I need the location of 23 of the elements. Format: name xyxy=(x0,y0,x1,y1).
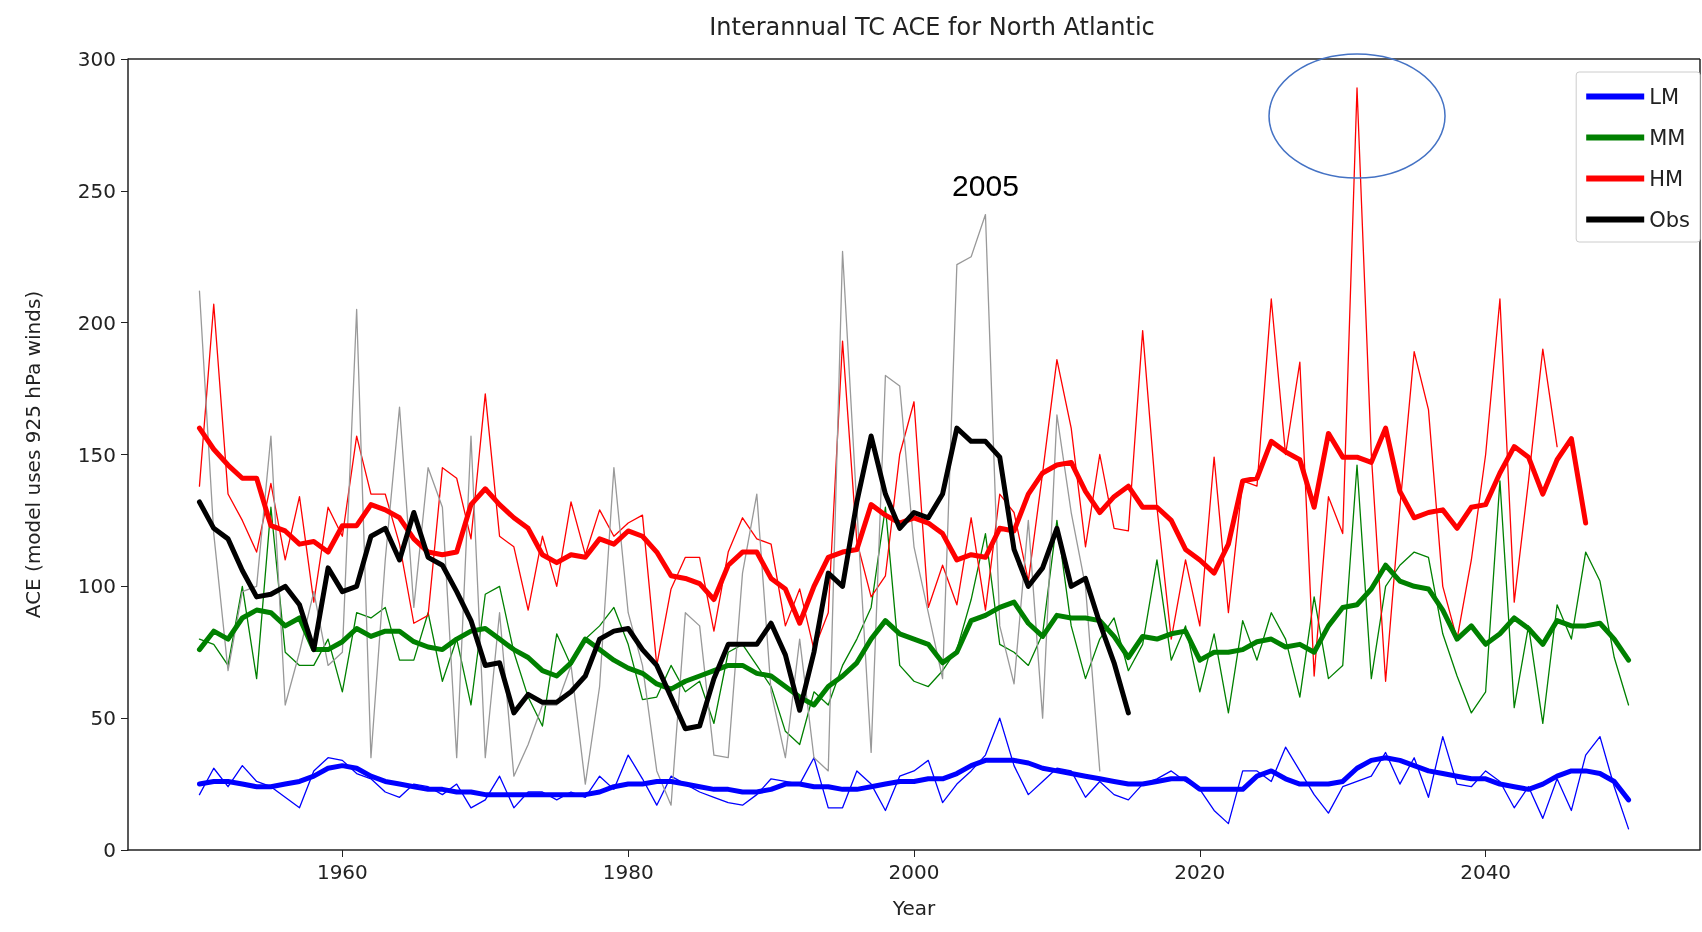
y-tick-label: 250 xyxy=(77,178,116,203)
x-tick-label: 1980 xyxy=(602,860,654,884)
x-axis-title: Year xyxy=(891,896,936,920)
legend-label: Obs xyxy=(1649,207,1691,232)
line-series xyxy=(198,213,1101,806)
line-series xyxy=(198,717,1630,830)
y-tick-label: 0 xyxy=(103,838,116,862)
y-axis-title: ACE (model uses 925 hPa winds) xyxy=(21,290,45,619)
legend-label: LM xyxy=(1649,84,1680,109)
y-tick-label: 200 xyxy=(77,310,116,335)
x-tick-label: 2040 xyxy=(1460,860,1512,884)
y-tick-label: 150 xyxy=(77,442,116,467)
x-tick-label: 2020 xyxy=(1174,860,1226,884)
x-tick-label: 2000 xyxy=(888,860,940,884)
x-tick-label: 1960 xyxy=(316,860,368,884)
annotation: 2005 xyxy=(952,169,1019,203)
chart-title: Interannual TC ACE for North Atlantic xyxy=(709,13,1155,41)
legend-label: MM xyxy=(1649,125,1686,150)
y-tick-label: 300 xyxy=(77,47,116,71)
legend-label: HM xyxy=(1649,166,1684,191)
line-series xyxy=(198,464,1630,746)
y-tick-label: 50 xyxy=(90,706,116,731)
y-tick-label: 100 xyxy=(77,574,116,599)
